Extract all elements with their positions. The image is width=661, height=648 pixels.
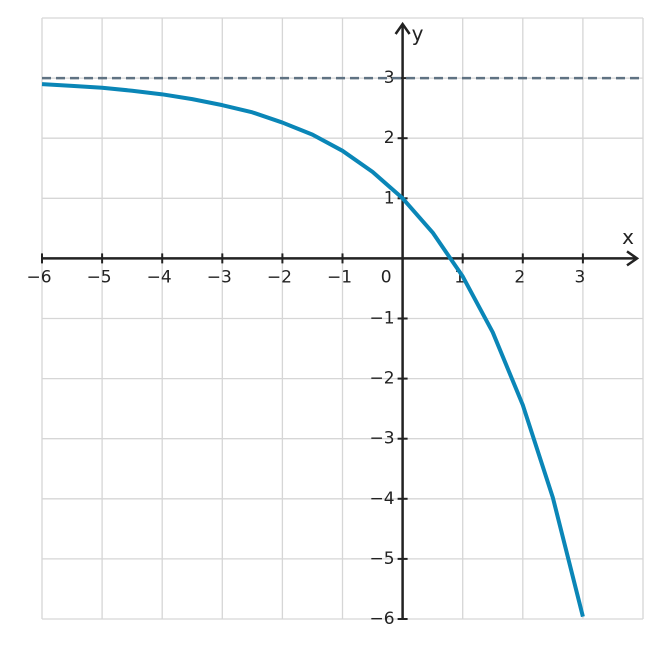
y-axis-arrow — [394, 21, 411, 35]
x-tick-label: −5 — [87, 267, 112, 287]
x-tick-label: 1 — [454, 267, 465, 287]
y-tick-label: −4 — [370, 489, 395, 509]
x-tick-label: −1 — [327, 267, 352, 287]
y-tick-label: −2 — [370, 369, 395, 389]
y-tick-label: 2 — [384, 128, 395, 148]
x-tick-label: −3 — [207, 267, 232, 287]
y-tick-label: −3 — [370, 429, 395, 449]
x-tick-label: 3 — [574, 267, 585, 287]
x-tick-label: −6 — [26, 267, 51, 287]
origin-label: 0 — [381, 267, 392, 287]
y-tick-label: −6 — [370, 609, 395, 629]
x-tick-label: −2 — [267, 267, 292, 287]
x-tick-label: −4 — [147, 267, 172, 287]
y-axis-label: y — [412, 22, 424, 46]
x-axis-arrow — [626, 250, 640, 267]
y-tick-label: 3 — [384, 68, 395, 88]
curve — [41, 82, 585, 618]
x-tick-label: 2 — [514, 267, 525, 287]
y-tick-label: −1 — [370, 309, 395, 329]
y-tick-label: −5 — [370, 549, 395, 569]
x-axis-label: x — [622, 225, 634, 249]
y-tick-label: 1 — [384, 188, 395, 208]
